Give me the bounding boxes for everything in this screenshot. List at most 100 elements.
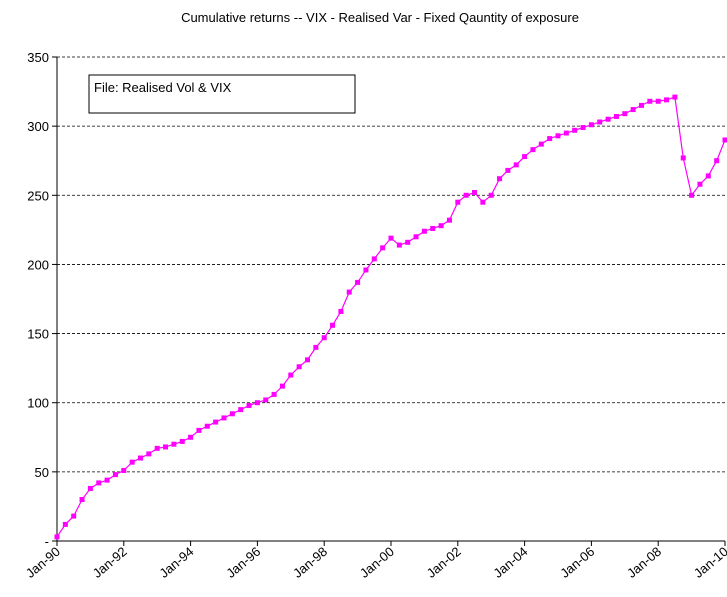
marker bbox=[346, 289, 352, 295]
marker bbox=[655, 98, 661, 104]
y-tick-label: 200 bbox=[27, 257, 49, 272]
marker bbox=[79, 497, 85, 503]
marker bbox=[104, 477, 110, 483]
marker bbox=[672, 94, 678, 100]
marker bbox=[321, 335, 327, 341]
marker bbox=[430, 225, 436, 231]
x-tick-label: Jan-90 bbox=[23, 544, 63, 581]
marker bbox=[630, 107, 636, 113]
series-line bbox=[56, 96, 726, 538]
marker bbox=[680, 155, 686, 161]
marker bbox=[622, 111, 628, 117]
y-tick-label: 350 bbox=[27, 50, 49, 65]
chart-title: Cumulative returns -- VIX - Realised Var… bbox=[181, 10, 579, 25]
marker bbox=[363, 267, 369, 273]
marker bbox=[597, 119, 603, 125]
marker bbox=[405, 239, 411, 245]
marker bbox=[62, 521, 68, 527]
marker bbox=[355, 279, 361, 285]
x-tick-label: Jan-92 bbox=[90, 544, 130, 581]
marker bbox=[288, 372, 294, 378]
marker bbox=[229, 411, 235, 417]
marker bbox=[689, 192, 695, 198]
marker bbox=[697, 181, 703, 187]
marker bbox=[563, 130, 569, 136]
marker bbox=[522, 154, 528, 160]
marker bbox=[705, 173, 711, 179]
y-tick-label: 300 bbox=[27, 119, 49, 134]
x-tick-label: Jan-02 bbox=[424, 544, 464, 581]
marker bbox=[171, 441, 177, 447]
marker bbox=[480, 199, 486, 205]
marker bbox=[313, 344, 319, 350]
marker bbox=[580, 125, 586, 131]
x-tick-label: Jan-04 bbox=[490, 544, 530, 581]
marker bbox=[613, 113, 619, 119]
marker bbox=[714, 158, 720, 164]
y-tick-label: 100 bbox=[27, 396, 49, 411]
marker bbox=[455, 199, 461, 205]
marker bbox=[121, 467, 127, 473]
marker bbox=[330, 322, 336, 328]
y-tick-label: 50 bbox=[35, 465, 49, 480]
marker bbox=[722, 137, 727, 143]
marker bbox=[129, 459, 135, 465]
marker bbox=[204, 423, 210, 429]
marker bbox=[263, 397, 269, 403]
marker bbox=[246, 402, 252, 408]
marker bbox=[279, 383, 285, 389]
marker bbox=[196, 427, 202, 433]
marker bbox=[254, 400, 260, 406]
annotation-box bbox=[88, 74, 356, 114]
marker bbox=[338, 308, 344, 314]
marker bbox=[588, 122, 594, 128]
marker bbox=[538, 141, 544, 147]
y-tick-label: 250 bbox=[27, 188, 49, 203]
marker bbox=[664, 97, 670, 103]
marker bbox=[438, 223, 444, 229]
x-tick-label: Jan-96 bbox=[223, 544, 263, 581]
marker bbox=[271, 391, 277, 397]
marker bbox=[154, 445, 160, 451]
x-tick-label: Jan-98 bbox=[290, 544, 330, 581]
marker bbox=[163, 444, 169, 450]
marker bbox=[87, 485, 93, 491]
marker bbox=[413, 234, 419, 240]
marker bbox=[305, 357, 310, 363]
marker bbox=[179, 438, 185, 444]
x-tick-label: Jan-08 bbox=[624, 544, 664, 581]
marker bbox=[71, 513, 77, 519]
marker bbox=[138, 455, 143, 461]
marker bbox=[112, 472, 118, 478]
marker bbox=[472, 190, 477, 196]
x-tick-label: Jan-10 bbox=[691, 544, 727, 581]
marker bbox=[296, 364, 302, 370]
marker bbox=[488, 192, 494, 198]
marker bbox=[555, 133, 561, 139]
marker bbox=[371, 256, 377, 262]
marker bbox=[446, 217, 452, 223]
marker bbox=[647, 98, 653, 104]
marker bbox=[497, 176, 503, 182]
x-tick-label: Jan-00 bbox=[357, 544, 397, 581]
marker bbox=[396, 242, 402, 248]
marker bbox=[146, 451, 152, 457]
marker bbox=[639, 102, 644, 108]
marker bbox=[572, 127, 578, 133]
marker bbox=[54, 534, 60, 540]
marker bbox=[505, 167, 511, 173]
marker bbox=[238, 407, 244, 413]
marker bbox=[213, 419, 219, 425]
marker bbox=[221, 415, 227, 421]
annotation: File: Realised Vol & VIX bbox=[94, 80, 232, 95]
marker bbox=[605, 116, 611, 122]
marker bbox=[421, 228, 427, 234]
marker bbox=[388, 235, 394, 241]
y-tick-label: - bbox=[45, 534, 49, 549]
marker bbox=[463, 192, 469, 198]
marker bbox=[380, 245, 386, 251]
x-tick-label: Jan-94 bbox=[156, 544, 196, 581]
y-tick-label: 150 bbox=[27, 327, 49, 342]
marker bbox=[530, 147, 536, 153]
